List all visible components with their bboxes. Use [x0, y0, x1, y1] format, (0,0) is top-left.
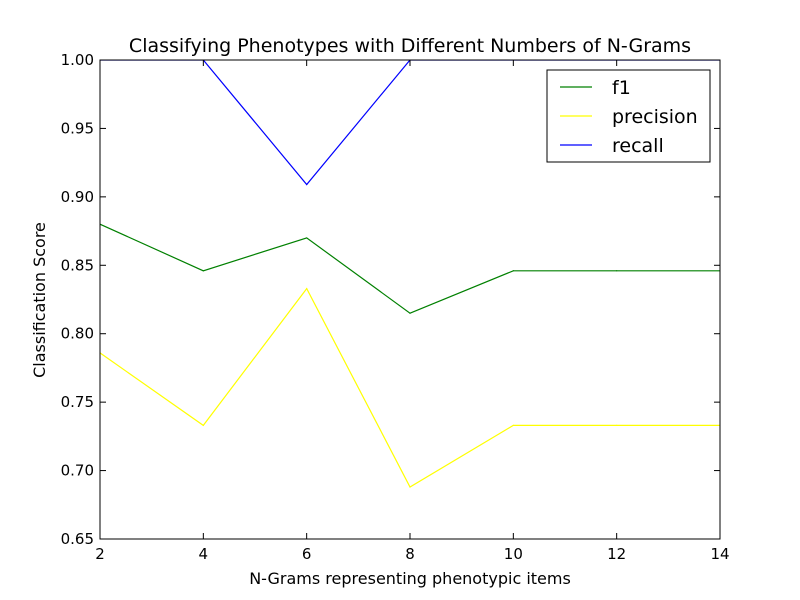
- data-point-precision-1: [202, 424, 204, 427]
- y-tick-label: 0.80: [61, 325, 94, 343]
- data-point-f1-5: [616, 270, 618, 272]
- data-point-precision-5: [616, 424, 618, 427]
- x-tick-label: 4: [199, 545, 209, 563]
- series-line-f1: [100, 223, 720, 314]
- x-tick-label: 2: [95, 545, 105, 563]
- x-tick-label: 10: [504, 545, 523, 563]
- data-point-precision-3: [409, 486, 411, 488]
- data-point-recall-2: [306, 183, 308, 186]
- y-axis-label: Classification Score: [30, 222, 49, 378]
- legend-label-recall: recall: [612, 135, 664, 157]
- data-point-f1-2: [306, 237, 308, 239]
- y-tick-label: 0.65: [61, 530, 94, 548]
- data-point-f1-3: [409, 312, 411, 314]
- y-tick-label: 0.95: [61, 119, 94, 137]
- data-point-precision-4: [512, 424, 514, 427]
- legend-label-f1: f1: [612, 77, 631, 99]
- series-line-precision: [100, 287, 720, 488]
- x-tick-label: 12: [607, 545, 626, 563]
- y-tick-label: 0.90: [61, 188, 94, 206]
- data-point-precision-2: [306, 287, 308, 290]
- x-axis-label: N-Grams representing phenotypic items: [249, 569, 571, 588]
- x-tick-label: 8: [405, 545, 415, 563]
- legend: f1 precision recall: [546, 69, 711, 163]
- y-tick-label: 0.75: [61, 393, 94, 411]
- data-point-f1-1: [202, 270, 204, 272]
- chart-title: Classifying Phenotypes with Different Nu…: [129, 35, 691, 57]
- y-tick-label: 0.70: [61, 462, 94, 480]
- tick-layer: 2 4 6 8 10 12 14 0.65 0.70 0.75 0.80 0.85 0.90 0.95 1.…: [61, 51, 730, 563]
- y-tick-label: 1.00: [61, 51, 94, 69]
- data-point-f1-4: [512, 270, 514, 272]
- x-tick-label: 6: [302, 545, 312, 563]
- legend-label-precision: precision: [612, 106, 698, 128]
- y-tick-label: 0.85: [61, 256, 94, 274]
- x-tick-label: 14: [710, 545, 729, 563]
